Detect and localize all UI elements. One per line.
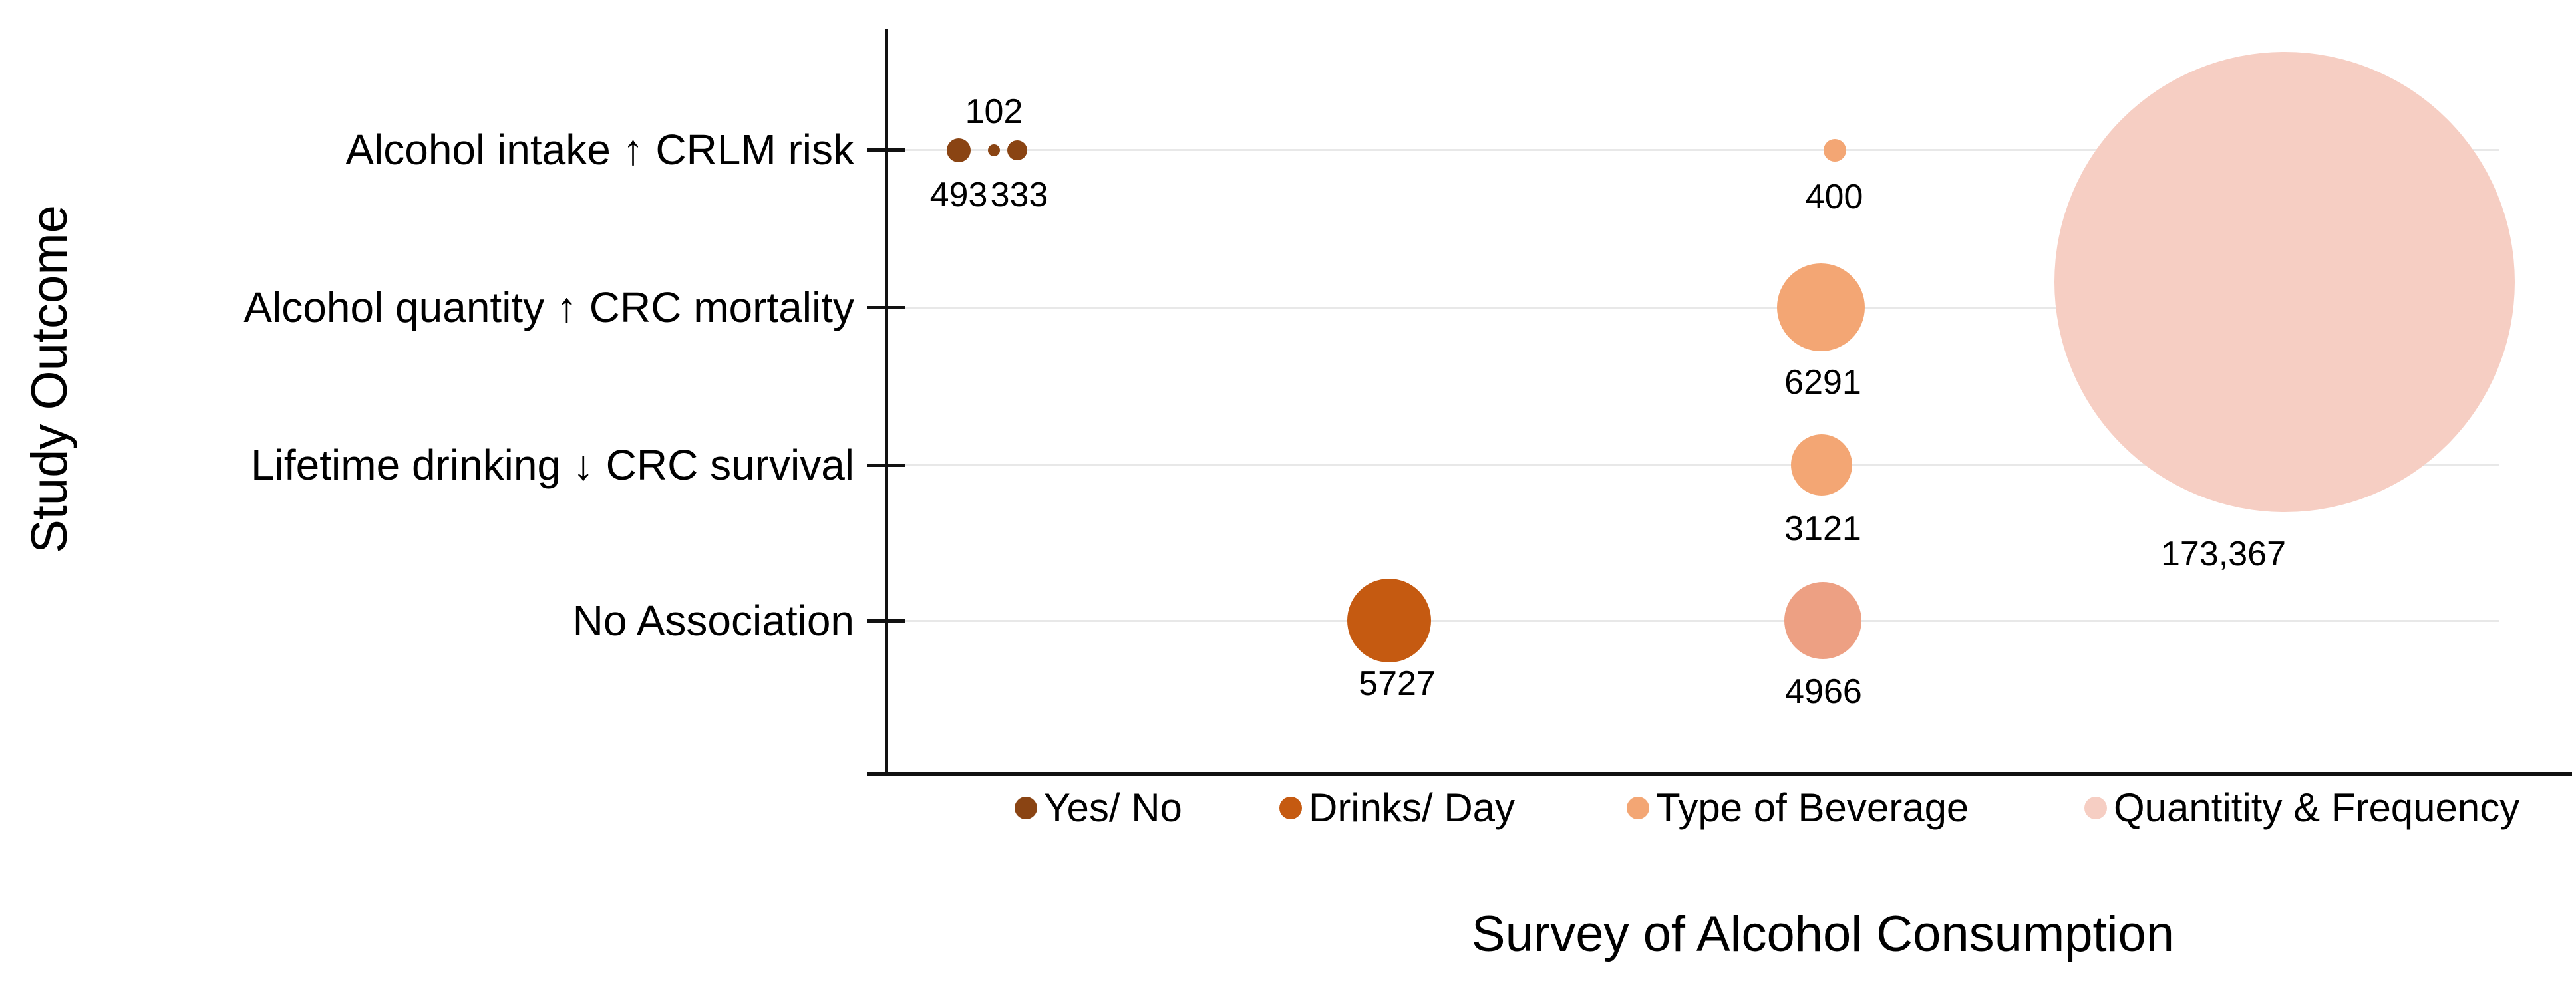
- data-label-333: 333: [990, 176, 1048, 214]
- y-axis-label-row-2: Alcohol quantity ↑ CRC mortality: [243, 283, 854, 331]
- y-axis-line: [885, 29, 888, 776]
- bubble-173367: [2054, 52, 2515, 512]
- legend-label-4: Quantitity & Frequency: [2114, 785, 2520, 830]
- legend-item-1: Yes/ No: [1015, 788, 1182, 828]
- x-axis-line: [867, 772, 2572, 776]
- y-axis-label-row-1: Alcohol intake ↑ CRLM risk: [345, 125, 854, 174]
- data-label-3121: 3121: [1784, 509, 1861, 548]
- legend-dot-4: [2084, 797, 2107, 819]
- y-axis-title: Study Outcome: [21, 205, 78, 553]
- legend-item-2: Drinks/ Day: [1279, 788, 1515, 828]
- gridline-row-1: [888, 149, 2499, 151]
- bubble-6291: [1777, 263, 1865, 351]
- legend-dot-3: [1627, 797, 1649, 819]
- data-label-173367: 173,367: [2161, 535, 2286, 573]
- data-label-5727: 5727: [1359, 664, 1436, 703]
- legend-label-1: Yes/ No: [1044, 785, 1182, 830]
- bubble-3121: [1791, 434, 1852, 496]
- x-axis-title: Survey of Alcohol Consumption: [1471, 906, 2175, 962]
- gridline-row-4: [888, 620, 2499, 622]
- legend-dot-1: [1015, 797, 1037, 819]
- bubble-400: [1824, 139, 1846, 162]
- gridline-row-2: [888, 307, 2499, 309]
- bubble-102: [988, 144, 1000, 156]
- bubble-333: [1007, 140, 1027, 160]
- legend-item-3: Type of Beverage: [1627, 788, 1969, 828]
- legend-label-3: Type of Beverage: [1656, 785, 1969, 830]
- bubble-4966: [1784, 582, 1861, 659]
- legend-label-2: Drinks/ Day: [1309, 785, 1516, 830]
- gridline-row-3: [888, 464, 2499, 466]
- y-axis-label-row-4: No Association: [572, 596, 854, 644]
- bubble-5727: [1347, 579, 1431, 662]
- bubble-493: [947, 138, 971, 162]
- data-label-400: 400: [1805, 178, 1863, 216]
- data-label-102: 102: [965, 92, 1023, 131]
- data-label-493: 493: [929, 176, 988, 214]
- y-axis-label-row-3: Lifetime drinking ↓ CRC survival: [251, 440, 854, 489]
- legend-item-4: Quantitity & Frequency: [2084, 788, 2519, 828]
- legend-dot-2: [1279, 797, 1302, 819]
- data-label-4966: 4966: [1785, 672, 1862, 711]
- data-label-6291: 6291: [1784, 363, 1861, 402]
